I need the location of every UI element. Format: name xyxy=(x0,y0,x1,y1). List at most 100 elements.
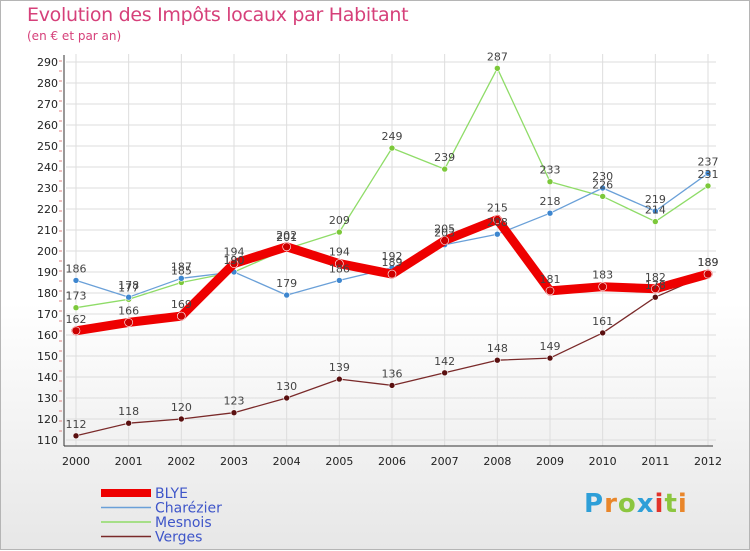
y-tick-label: 230 xyxy=(37,182,58,195)
data-label: 130 xyxy=(276,380,297,393)
series-blye xyxy=(71,215,713,336)
data-label: 237 xyxy=(698,155,719,168)
y-tick-label: 280 xyxy=(37,77,58,90)
data-label: 194 xyxy=(329,246,350,259)
data-label: 189 xyxy=(698,256,719,269)
data-point xyxy=(178,415,185,423)
axes xyxy=(59,55,713,447)
data-point xyxy=(493,215,502,224)
logo-letter: i xyxy=(654,489,665,519)
data-label: 161 xyxy=(592,315,613,328)
data-label: 190 xyxy=(224,254,245,267)
data-point xyxy=(178,274,185,282)
logo-letter: t xyxy=(664,489,678,519)
x-tick-label: 2008 xyxy=(483,455,511,468)
data-label: 123 xyxy=(224,395,245,408)
data-point xyxy=(704,182,712,190)
data-label: 186 xyxy=(66,262,87,275)
data-label: 179 xyxy=(276,277,297,290)
logo-letter: P xyxy=(584,489,605,519)
x-tick-label: 2007 xyxy=(431,455,459,468)
series-lines xyxy=(71,65,713,440)
data-point xyxy=(546,354,554,362)
y-tick-label: 150 xyxy=(37,350,58,363)
data-point xyxy=(494,356,501,364)
y-tick-label: 130 xyxy=(37,392,58,405)
data-label: 192 xyxy=(382,250,403,263)
y-tick-label: 180 xyxy=(37,287,58,300)
legend-label: Mesnois xyxy=(155,515,212,531)
x-tick-labels: 2000 2001 2002 2003 2004 2005 2006 2007 2008 2009… xyxy=(62,455,722,468)
data-point xyxy=(598,282,607,292)
data-point xyxy=(494,230,501,238)
legend-item-verges: Verges xyxy=(101,530,202,546)
y-tick-labels: 110 120 130 140 150 160 170 180 190 200 210 220 230 2… xyxy=(37,56,58,447)
data-point xyxy=(72,432,80,440)
data-point xyxy=(388,144,396,152)
data-point xyxy=(230,409,238,417)
legend-item-blye: BLYE xyxy=(101,486,188,502)
data-point xyxy=(651,284,660,294)
data-label: 189 xyxy=(698,256,719,269)
data-point xyxy=(652,207,659,215)
legend-label: Charézier xyxy=(155,501,222,517)
data-point xyxy=(441,165,448,173)
logo-letter: r xyxy=(604,489,618,519)
x-tick-label: 2003 xyxy=(220,455,248,468)
data-label: 249 xyxy=(382,130,403,143)
data-label: 205 xyxy=(434,223,455,236)
data-label: 187 xyxy=(171,260,192,273)
data-label: 173 xyxy=(66,290,87,303)
data-point xyxy=(652,293,659,301)
data-label: 112 xyxy=(66,418,87,431)
data-point xyxy=(704,170,712,177)
data-label: 169 xyxy=(171,298,192,311)
data-label: 233 xyxy=(540,164,561,177)
data-label: 178 xyxy=(645,279,666,292)
y-tick-label: 210 xyxy=(37,224,58,237)
chart-title: Evolution des Impôts locaux par Habitant xyxy=(27,4,409,26)
data-label: 287 xyxy=(487,50,508,63)
data-label: 178 xyxy=(118,279,139,292)
y-tick-label: 200 xyxy=(37,245,58,258)
logo-letter: i xyxy=(677,489,688,519)
x-tick-label: 2009 xyxy=(536,455,564,468)
data-point xyxy=(545,286,555,296)
x-tick-label: 2010 xyxy=(589,455,617,468)
data-point xyxy=(599,329,606,337)
data-label: 136 xyxy=(382,367,403,380)
data-point xyxy=(229,259,239,268)
legend-label: Verges xyxy=(155,530,202,546)
data-label: 202 xyxy=(276,229,297,242)
y-tick-label: 260 xyxy=(37,119,58,132)
data-point xyxy=(124,318,133,327)
data-label: 215 xyxy=(487,202,508,215)
data-label: 239 xyxy=(434,151,455,164)
data-point xyxy=(336,228,343,236)
data-point xyxy=(335,259,344,268)
data-label: 166 xyxy=(118,304,139,317)
legend-item-mesnois: Mesnois xyxy=(101,515,212,531)
data-label: 139 xyxy=(329,361,350,374)
x-tick-label: 2001 xyxy=(115,455,143,468)
y-tick-label: 270 xyxy=(37,98,58,111)
y-tick-label: 220 xyxy=(37,203,58,216)
legend-item-charézier: Charézier xyxy=(101,501,222,517)
data-label: 120 xyxy=(171,401,192,414)
chart-subtitle: (en € et par an) xyxy=(27,29,122,43)
series-verges xyxy=(72,270,712,440)
grid-lines xyxy=(66,54,716,446)
data-label: 189 xyxy=(382,256,403,269)
data-point xyxy=(440,236,449,245)
data-point xyxy=(652,218,659,225)
data-point xyxy=(283,394,290,402)
y-tick-label: 170 xyxy=(37,308,58,321)
y-tick-label: 110 xyxy=(37,434,58,447)
data-point xyxy=(72,304,80,312)
logo-letter: x xyxy=(636,489,655,519)
data-point xyxy=(599,184,606,192)
data-label: 148 xyxy=(487,342,508,355)
data-point xyxy=(388,382,396,389)
